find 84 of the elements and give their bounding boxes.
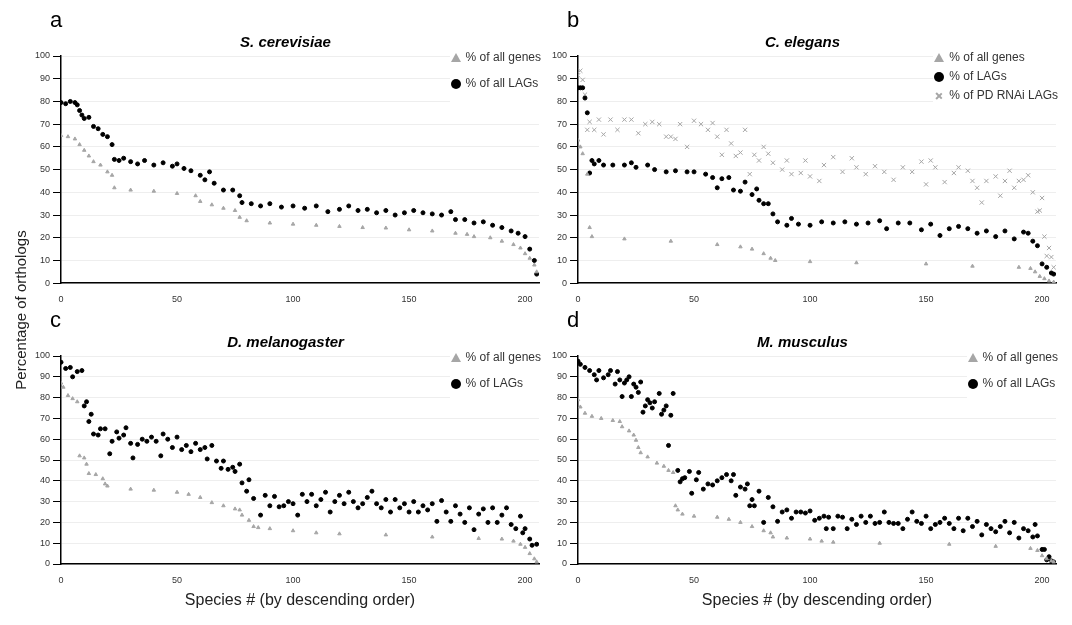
x-tick-label: 0 [575, 294, 581, 305]
y-tick-label: 60 [557, 433, 568, 444]
y-tick-label: 30 [557, 496, 568, 507]
legend-label: % of all LAGs [465, 76, 539, 90]
x-tick-label: 50 [172, 574, 183, 585]
y-tick-label: 90 [40, 73, 51, 84]
y-axis-title: Percentage of orthologs [11, 230, 29, 390]
chart-title: D. melanogaster [227, 333, 346, 351]
y-tick-label: 10 [557, 254, 568, 265]
y-tick-label: 30 [40, 496, 51, 507]
y-tick-label: 30 [40, 209, 51, 220]
legend-label: % of LAGs [465, 376, 523, 390]
text: c [50, 307, 61, 332]
y-tick-label: 70 [557, 118, 568, 129]
y-tick-label: 80 [40, 392, 51, 403]
y-tick-label: 0 [45, 558, 51, 569]
x-tick-label: 100 [285, 574, 301, 585]
y-tick-label: 0 [562, 277, 568, 288]
y-tick-label: 80 [557, 95, 568, 106]
y-tick-label: 90 [557, 73, 568, 84]
x-tick-label: 50 [689, 294, 700, 305]
y-tick-label: 50 [40, 454, 51, 465]
y-tick-label: 50 [40, 164, 51, 175]
legend-label: % of all genes [465, 50, 541, 64]
x-tick-label: 150 [401, 574, 417, 585]
y-tick-label: 40 [40, 475, 51, 486]
y-tick-label: 60 [40, 141, 51, 152]
y-tick-label: 50 [557, 454, 568, 465]
y-tick-label: 100 [34, 350, 51, 361]
legend-label: % of all genes [465, 350, 541, 364]
y-tick-label: 20 [40, 232, 51, 243]
x-tick-label: 50 [689, 574, 700, 585]
x-tick-label: 0 [58, 294, 64, 305]
legend-label: % of PD RNAi LAGs [949, 88, 1058, 102]
x-tick-label: 0 [58, 574, 64, 585]
y-tick-label: 10 [40, 254, 51, 265]
y-tick-label: 50 [557, 164, 568, 175]
y-tick-label: 10 [557, 537, 568, 548]
text: d [567, 307, 580, 332]
y-tick-label: 60 [40, 433, 51, 444]
y-tick-label: 10 [40, 537, 51, 548]
x-tick-label: 100 [285, 294, 301, 305]
x-tick-label: 150 [918, 294, 934, 305]
y-tick-label: 0 [562, 558, 568, 569]
y-tick-label: 90 [40, 371, 51, 382]
chart-title: M. musculus [757, 333, 848, 351]
x-tick-label: 0 [575, 574, 581, 585]
y-tick-label: 80 [557, 392, 568, 403]
y-tick-label: 70 [40, 412, 51, 423]
legend-label: % of all LAGs [982, 376, 1056, 390]
x-tick-label: 100 [802, 294, 818, 305]
y-tick-label: 90 [557, 371, 568, 382]
y-tick-label: 0 [45, 277, 51, 288]
y-tick-label: 20 [557, 232, 568, 243]
y-tick-label: 100 [34, 50, 51, 61]
x-axis-title: Species # (by descending order) [184, 590, 416, 608]
y-tick-label: 60 [557, 141, 568, 152]
y-tick-label: 100 [551, 50, 568, 61]
y-tick-label: 70 [40, 118, 51, 129]
y-tick-label: 70 [557, 412, 568, 423]
legend-label: % of all genes [949, 50, 1025, 64]
legend-label: % of LAGs [949, 69, 1007, 83]
y-tick-label: 40 [557, 186, 568, 197]
x-tick-label: 200 [1034, 574, 1050, 585]
y-tick-label: 40 [557, 475, 568, 486]
chart-title: S. cerevisiae [240, 33, 331, 51]
x-tick-label: 200 [517, 574, 533, 585]
text: b [567, 7, 580, 32]
x-tick-label: 200 [517, 294, 533, 305]
x-axis-title: Species # (by descending order) [701, 590, 933, 608]
y-tick-label: 30 [557, 209, 568, 220]
x-tick-label: 200 [1034, 294, 1050, 305]
x-tick-label: 150 [401, 294, 417, 305]
y-tick-label: 80 [40, 95, 51, 106]
x-tick-label: 150 [918, 574, 934, 585]
y-tick-label: 20 [40, 516, 51, 527]
x-tick-label: 50 [172, 294, 183, 305]
y-tick-label: 100 [551, 350, 568, 361]
text: a [50, 7, 63, 32]
chart-title: C. elegans [764, 33, 841, 51]
legend-label: % of all genes [982, 350, 1058, 364]
y-tick-label: 20 [557, 516, 568, 527]
x-tick-label: 100 [802, 574, 818, 585]
y-tick-label: 40 [40, 186, 51, 197]
